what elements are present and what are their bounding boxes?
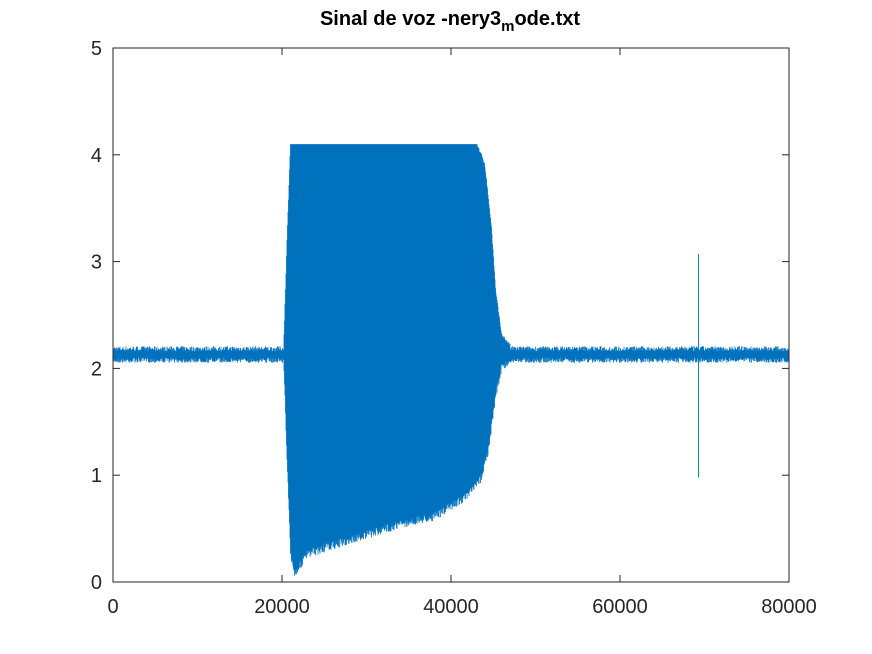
y-tick-label: 2	[91, 358, 102, 380]
signal-series-line	[112, 144, 790, 576]
y-tick-label: 4	[91, 145, 102, 167]
signal-layer	[112, 144, 790, 576]
chart-title-suffix: ode.txt	[514, 8, 580, 30]
x-tick-label: 60000	[592, 596, 648, 618]
y-tick-label: 5	[91, 38, 102, 60]
y-tick-label: 1	[91, 465, 102, 487]
y-tick-label: 0	[91, 572, 102, 594]
y-tick-label: 3	[91, 252, 102, 274]
x-axis: 0 20000 40000 60000 80000	[107, 48, 817, 618]
chart-title: Sinal de voz -nery3mode.txt	[320, 8, 580, 35]
chart-title-main: Sinal de voz -nery3	[320, 8, 501, 30]
x-tick-label: 80000	[761, 596, 817, 618]
chart-title-subscript: m	[501, 18, 514, 35]
y-axis: 0 1 2 3 4 5	[91, 38, 789, 594]
x-tick-label: 40000	[423, 596, 479, 618]
x-tick-label: 0	[107, 596, 118, 618]
x-tick-label: 20000	[254, 596, 310, 618]
